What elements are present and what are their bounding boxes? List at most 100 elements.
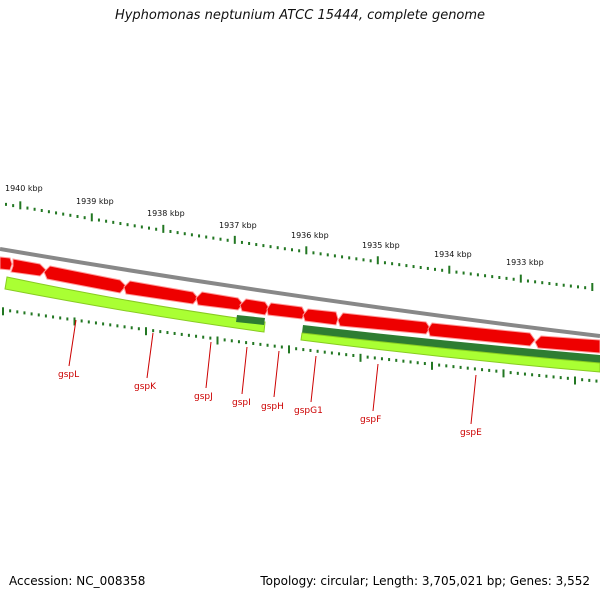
gene-arrow[interactable] [10, 258, 47, 277]
gene-arrow[interactable] [337, 312, 431, 335]
minor-tick [62, 212, 65, 216]
gene-label-gspL[interactable]: gspL [58, 370, 79, 380]
minor-tick [295, 347, 298, 351]
minor-tick [262, 244, 265, 248]
minor-tick [276, 246, 279, 250]
minor-tick [338, 352, 341, 356]
minor-tick [47, 210, 50, 214]
minor-tick [33, 207, 36, 211]
minor-tick [59, 316, 62, 320]
gene-label-gspF[interactable]: gspF [360, 415, 381, 425]
minor-tick [209, 336, 212, 340]
gene-arrow[interactable] [43, 265, 127, 294]
minor-tick [569, 284, 572, 288]
minor-tick [202, 335, 205, 339]
minor-tick [316, 349, 319, 353]
minor-tick [581, 378, 584, 382]
minor-tick [323, 350, 326, 354]
minor-tick [248, 241, 251, 245]
minor-tick [452, 365, 455, 369]
minor-tick [119, 222, 122, 226]
minor-tick [345, 353, 348, 357]
gene-label-gspI[interactable]: gspI [232, 398, 251, 408]
minor-tick [205, 235, 208, 239]
scale-label-1937: 1937 kbp [219, 221, 257, 230]
minor-tick [562, 283, 565, 287]
minor-tick [523, 372, 526, 376]
backbone-arc [0, 247, 600, 338]
minor-tick [226, 238, 229, 242]
major-tick [519, 274, 522, 283]
minor-tick [187, 333, 190, 337]
minor-tick [116, 324, 119, 328]
gene-arrow[interactable] [239, 298, 270, 316]
minor-tick [505, 276, 508, 280]
minor-tick [44, 314, 47, 318]
minor-tick [330, 351, 333, 355]
minor-tick [391, 262, 394, 266]
minor-tick [495, 369, 498, 373]
gene-label-gspE[interactable]: gspE [460, 428, 482, 438]
gene-arrow[interactable] [427, 322, 536, 347]
minor-tick [531, 373, 534, 377]
minor-tick [366, 355, 369, 359]
minor-tick [459, 365, 462, 369]
minor-tick [26, 206, 29, 210]
major-tick [288, 345, 290, 354]
minor-tick [123, 325, 126, 329]
minor-tick [152, 329, 155, 333]
minor-tick [5, 202, 7, 206]
minor-tick [438, 363, 441, 367]
gene-label-gspG1[interactable]: gspG1 [294, 406, 323, 416]
minor-tick [94, 321, 97, 325]
gene-arrow[interactable] [302, 308, 339, 326]
leader-line [470, 374, 477, 425]
minor-tick [148, 226, 150, 230]
minor-tick [412, 265, 415, 269]
minor-tick [355, 257, 358, 261]
gene-arrow[interactable] [0, 256, 13, 271]
reverse-strand-features [4, 276, 600, 373]
minor-tick [441, 268, 444, 272]
minor-tick [498, 275, 501, 279]
minor-tick [173, 331, 176, 335]
major-tick [19, 201, 22, 210]
minor-tick [309, 348, 312, 352]
minor-tick [516, 371, 519, 375]
scale-label-1936: 1936 kbp [291, 231, 329, 240]
minor-tick [23, 311, 26, 315]
minor-tick [319, 252, 322, 256]
minor-tick [255, 243, 258, 247]
minor-tick [198, 234, 201, 238]
minor-tick [126, 223, 129, 227]
gene-arrow[interactable] [195, 291, 244, 311]
gene-label-gspJ[interactable]: gspJ [194, 392, 213, 402]
minor-tick [40, 208, 43, 212]
minor-tick [566, 376, 569, 380]
minor-tick [166, 331, 169, 335]
gene-arrow[interactable] [123, 280, 199, 305]
minor-tick [183, 232, 186, 236]
gene-arrow[interactable] [266, 302, 306, 320]
minor-tick [538, 374, 541, 378]
scale-label-1939: 1939 kbp [76, 197, 114, 206]
gene-arrow[interactable] [534, 335, 600, 354]
minor-tick [112, 220, 115, 224]
major-tick [2, 307, 4, 316]
minor-tick [55, 211, 58, 215]
minor-tick [169, 229, 172, 233]
major-tick [574, 376, 576, 385]
gene-label-gspK[interactable]: gspK [134, 382, 157, 392]
leader-line [146, 332, 154, 379]
minor-tick [388, 358, 391, 362]
minor-tick [66, 317, 69, 321]
gene-labels: gspL gspK gspJ gspI gspH gspG1 gspF gspE [58, 319, 482, 438]
minor-tick [176, 231, 179, 235]
minor-tick [341, 255, 344, 259]
minor-tick [302, 348, 305, 352]
leader-line [372, 363, 379, 412]
scale-label-1938: 1938 kbp [147, 209, 185, 218]
minor-tick [133, 224, 136, 228]
gene-label-gspH[interactable]: gspH [261, 402, 284, 412]
major-tick [73, 317, 76, 326]
